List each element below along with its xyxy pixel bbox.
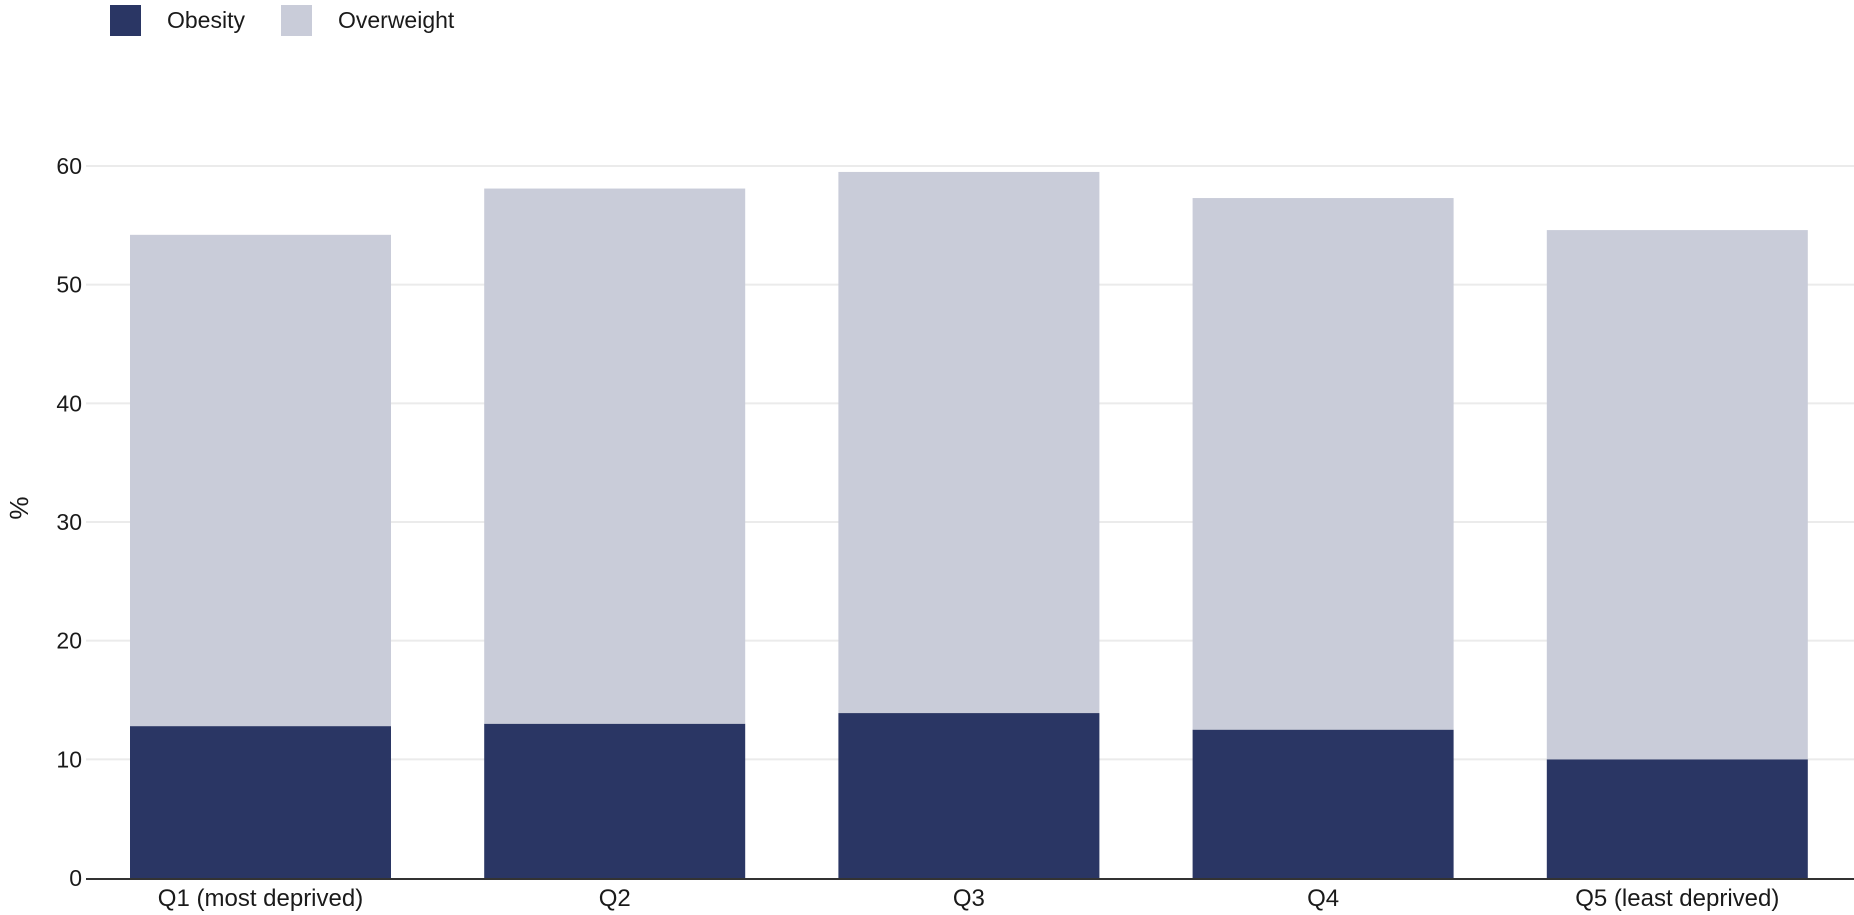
legend-label-overweight: Overweight xyxy=(337,7,455,33)
bar-overweight-3 xyxy=(838,171,1100,714)
x-tick-label-3: Q3 xyxy=(953,885,985,912)
bar-overweight-5 xyxy=(1546,230,1808,760)
bar-obesity-4 xyxy=(1192,729,1454,878)
y-tick-label-50: 50 xyxy=(56,272,82,298)
legend-item-obesity[interactable]: Obesity xyxy=(110,5,245,36)
x-tick-label-5: Q5 (least deprived) xyxy=(1575,885,1779,912)
y-tick-label-60: 60 xyxy=(56,153,82,179)
x-tick-label-4: Q4 xyxy=(1307,885,1339,912)
bar-obesity-5 xyxy=(1546,759,1808,878)
legend: Obesity Overweight xyxy=(110,5,490,36)
x-tick-label-1: Q1 (most deprived) xyxy=(158,885,363,912)
legend-label-obesity: Obesity xyxy=(167,7,245,33)
y-tick-label-20: 20 xyxy=(56,628,82,654)
bar-overweight-4 xyxy=(1192,198,1454,730)
y-axis-label: % xyxy=(4,496,34,519)
legend-swatch-overweight xyxy=(280,5,312,36)
y-tick-label-10: 10 xyxy=(56,746,82,772)
y-tick-label-30: 30 xyxy=(56,509,82,535)
bar-overweight-2 xyxy=(484,188,746,724)
bar-obesity-3 xyxy=(838,713,1100,878)
y-tick-label-40: 40 xyxy=(56,390,82,416)
legend-item-overweight[interactable]: Overweight xyxy=(280,5,455,36)
bar-obesity-1 xyxy=(130,726,391,878)
x-tick-label-2: Q2 xyxy=(599,885,631,912)
bar-overweight-1 xyxy=(130,234,391,727)
legend-swatch-obesity xyxy=(110,5,141,36)
bar-obesity-2 xyxy=(484,723,746,878)
y-tick-label-0: 0 xyxy=(69,865,82,891)
